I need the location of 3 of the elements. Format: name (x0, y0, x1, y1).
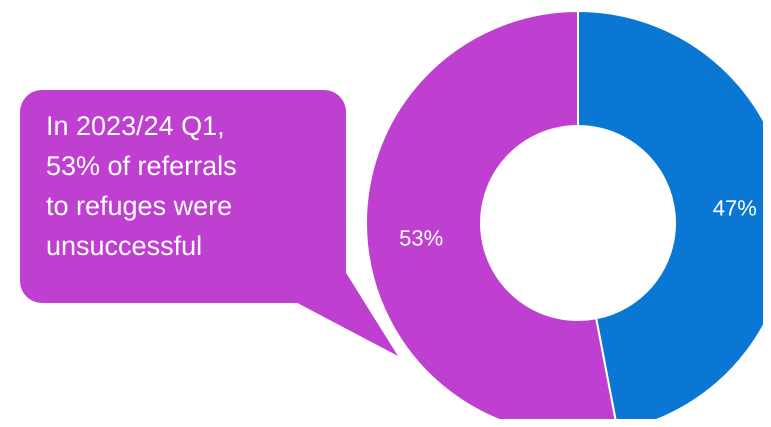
text: In 2023/24 Q1, 53% of referrals to refuges were unsuccessful (46, 111, 237, 261)
data-label: 47% (712, 196, 757, 221)
data-label: 53% (399, 225, 444, 250)
